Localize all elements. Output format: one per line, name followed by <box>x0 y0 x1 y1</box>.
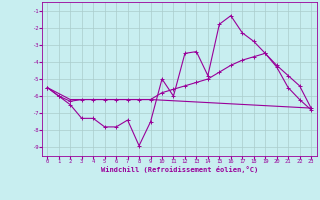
X-axis label: Windchill (Refroidissement éolien,°C): Windchill (Refroidissement éolien,°C) <box>100 166 258 173</box>
